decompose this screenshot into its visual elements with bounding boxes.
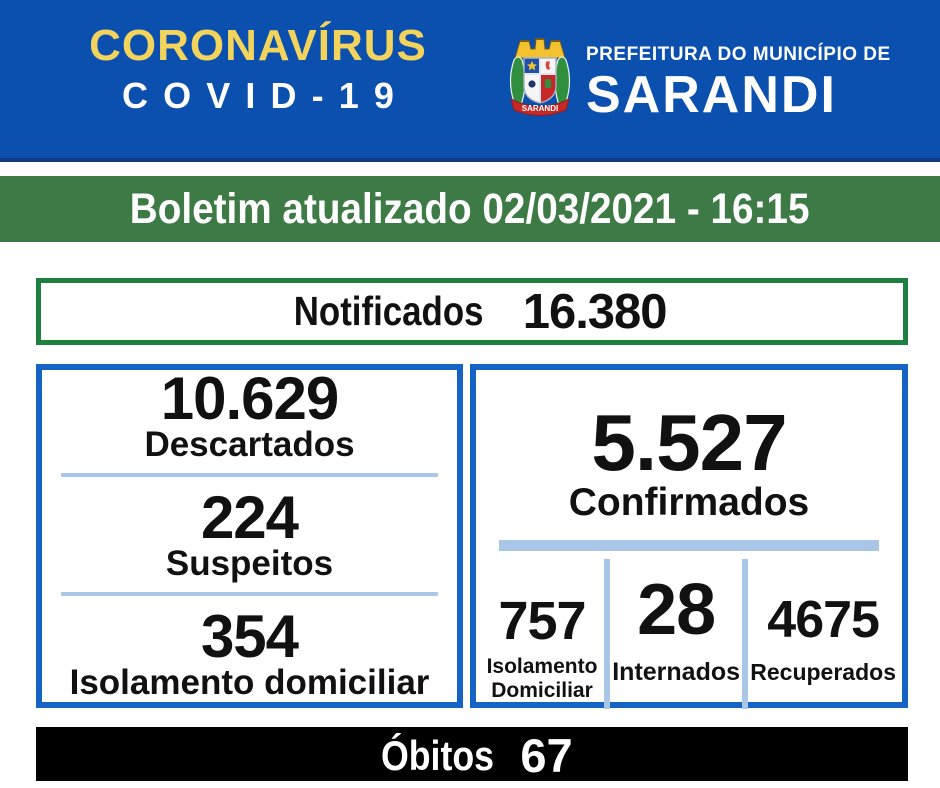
breakdown-isolamento-value: 757: [498, 590, 586, 651]
covid19-subtitle: COVID-19: [122, 75, 410, 116]
title-block: CORONAVÍRUS COVID-19: [68, 24, 448, 114]
ribbon-text: SARANDI: [522, 104, 558, 113]
breakdown-internados-cell: 28 Internados: [612, 557, 740, 709]
org-name-line2: SARANDI: [586, 66, 837, 124]
screening-panel: 10.629 Descartados 224 Suspeitos 354 Iso…: [36, 364, 463, 708]
confirmados-value: 5.527: [591, 398, 787, 487]
crown-shape: [514, 38, 566, 59]
confirmed-panel: 5.527 Confirmados 757 Isolamento Domicil…: [470, 364, 908, 710]
suspeitos-label: Suspeitos: [165, 544, 334, 584]
notified-label: Notificados: [294, 288, 484, 334]
org-text: PREFEITURA DO MUNICÍPIO DE SARANDI: [586, 44, 916, 121]
confirmed-breakdown-row: 757 Isolamento Domiciliar 28 Internados …: [476, 557, 902, 710]
breakdown-internados-label: Internados: [612, 658, 741, 687]
ribbon-shape: SARANDI: [510, 98, 570, 116]
isolamento-value: 354: [200, 603, 299, 671]
obitos-label: Óbitos: [381, 731, 495, 779]
confirmados-label: Confirmados: [568, 480, 810, 524]
notified-value: 16.380: [522, 284, 668, 339]
breakdown-recuperados-cell: 4675 Recuperados: [750, 557, 896, 709]
org-name-line1: PREFEITURA DO MUNICÍPIO DE: [586, 44, 891, 65]
vertical-divider: [742, 559, 749, 710]
breakdown-isolamento-cell: 757 Isolamento Domiciliar: [482, 557, 602, 709]
bulletin-update-text: Boletim atualizado 02/03/2021 - 16:15: [130, 184, 810, 233]
divider: [499, 540, 879, 552]
breakdown-isolamento-label: Isolamento Domiciliar: [486, 655, 598, 703]
tree-shapes: [509, 56, 571, 107]
coronavirus-title: CORONAVÍRUS: [89, 21, 427, 70]
breakdown-recuperados-value: 4675: [767, 591, 880, 650]
sarandi-coat-of-arms-icon: SARANDI: [509, 38, 571, 116]
vertical-divider: [604, 559, 611, 710]
bulletin-update-banner: Boletim atualizado 02/03/2021 - 16:15: [0, 176, 940, 242]
divider: [61, 591, 438, 597]
breakdown-internados-value: 28: [637, 570, 716, 651]
breakdown-recuperados-label: Recuperados: [750, 659, 896, 686]
deaths-banner: Óbitos 67: [36, 727, 908, 782]
header-bar: CORONAVÍRUS COVID-19: [0, 0, 940, 162]
divider: [61, 472, 438, 478]
descartados-value: 10.629: [160, 365, 340, 432]
isolamento-label: Isolamento domiciliar: [69, 663, 430, 703]
notified-box: Notificados 16.380: [36, 278, 908, 345]
descartados-label: Descartados: [144, 425, 355, 464]
obitos-value: 67: [520, 729, 573, 782]
suspeitos-value: 224: [200, 484, 299, 552]
